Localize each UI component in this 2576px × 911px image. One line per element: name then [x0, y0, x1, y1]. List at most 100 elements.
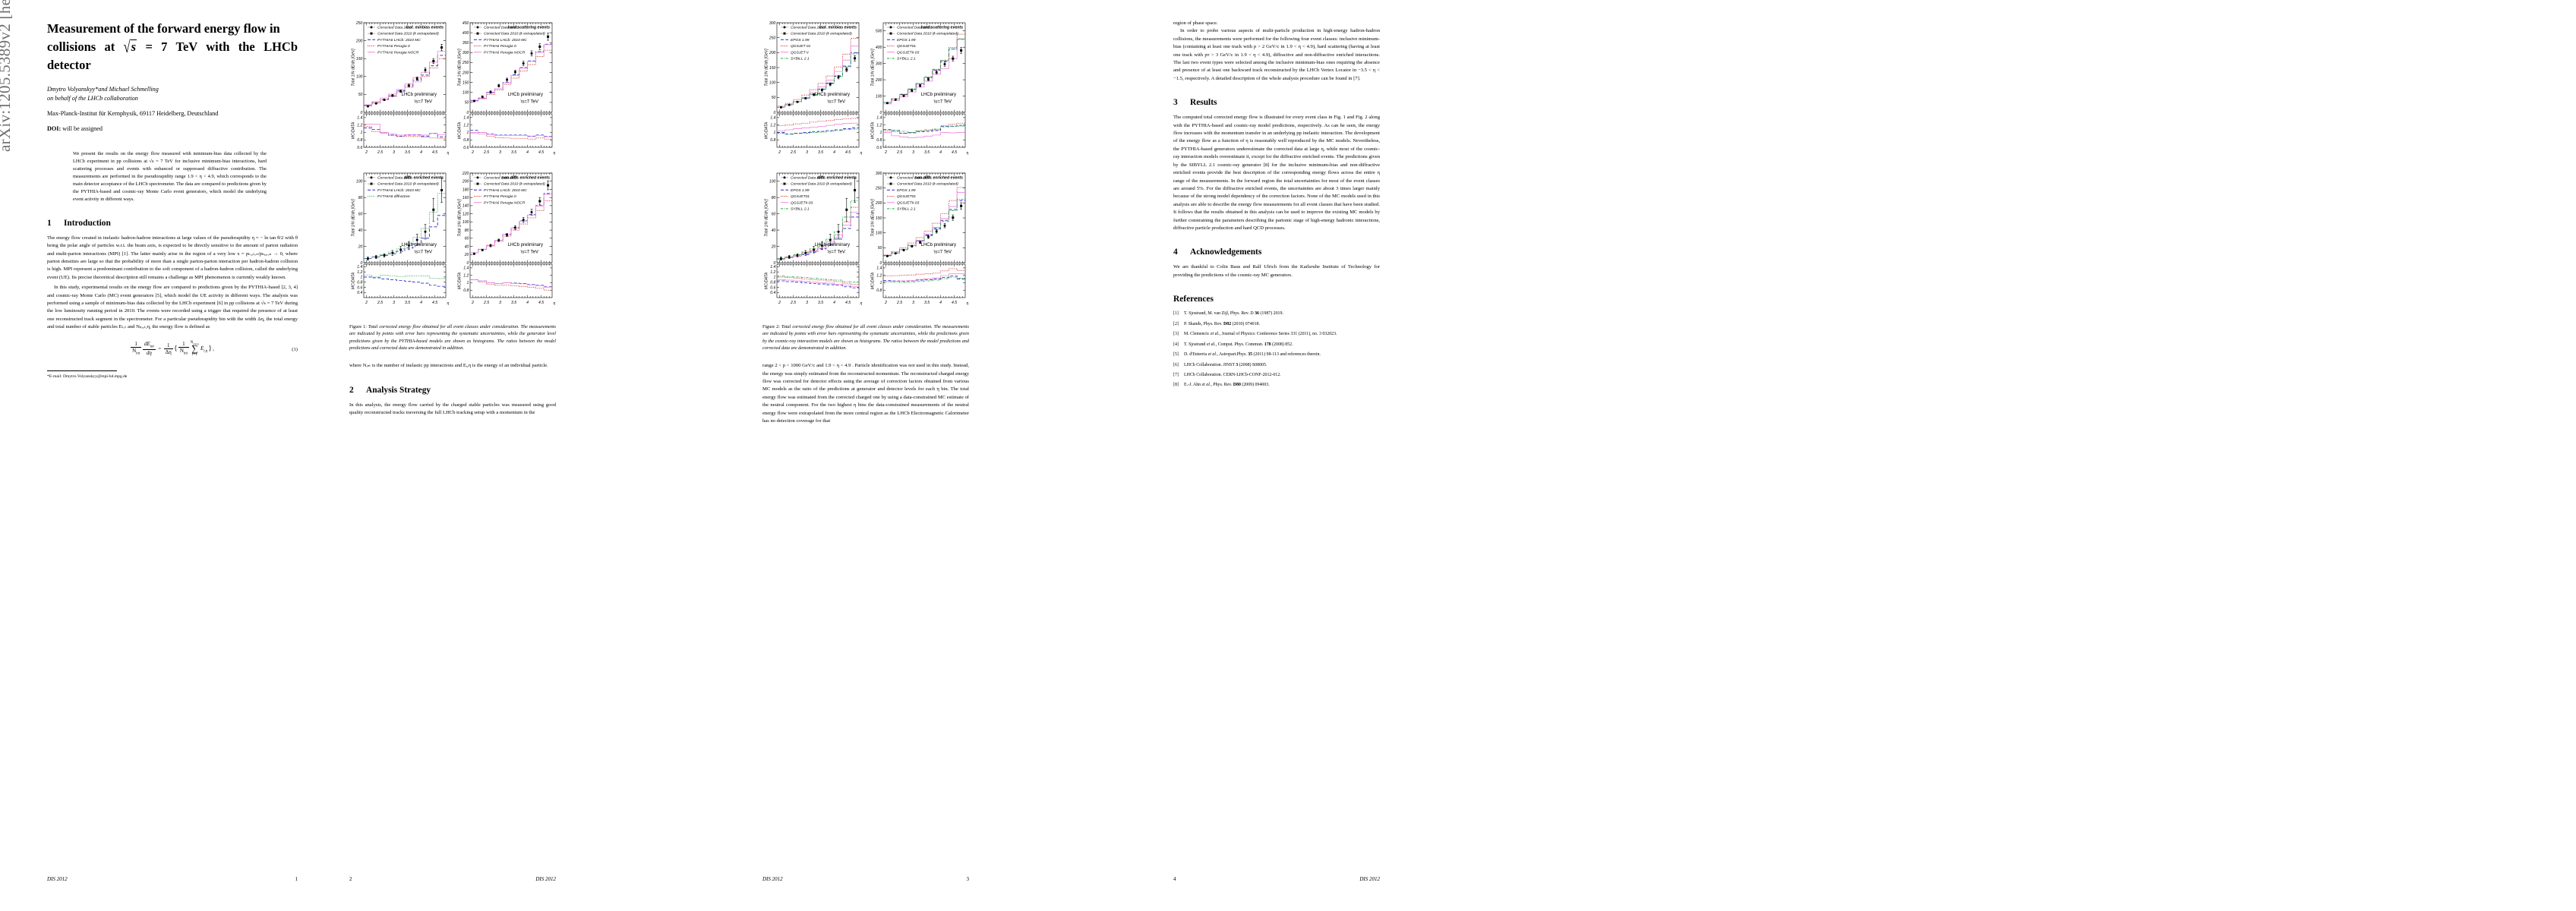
svg-text:1: 1 [774, 131, 776, 135]
svg-text:3.5: 3.5 [818, 301, 823, 305]
section-number: 4 [1173, 247, 1178, 257]
figure-1-caption: Figure 1: Total corrected energy flow ob… [349, 323, 556, 351]
footnote-email: *E-mail: Dmytro.Volyanskyy@mpi-hd.mpg.de [47, 374, 128, 380]
legend-entry: PYTHIA6 LHCb: 2010 MC [484, 188, 527, 193]
ratio-series-pythia6-perugia-nocr [469, 279, 552, 288]
series-qgsjetii-03 [882, 39, 965, 105]
svg-text:4.5: 4.5 [432, 301, 437, 305]
legend-entry: PYTHIA6 Perugia NOCR [377, 50, 419, 55]
svg-text:4.5: 4.5 [952, 301, 957, 305]
svg-text:1.2: 1.2 [357, 270, 362, 275]
legend-entry: EPOS 1.99 [897, 188, 916, 193]
legend-entry: QGSJET 01 [791, 44, 811, 49]
svg-text:80: 80 [464, 229, 469, 233]
data-point [935, 71, 938, 74]
footer-page-number: 3 [966, 876, 970, 882]
plot-fig1-diffr: 0 20 40 60 80 100 Total 1/N dE/dη [GeV] Correct… [352, 172, 450, 306]
svg-text:0.6: 0.6 [770, 285, 775, 290]
svg-text:3.5: 3.5 [818, 150, 823, 155]
svg-text:300: 300 [769, 21, 776, 26]
legend-entry: QGSJET01 [897, 44, 916, 49]
svg-text:100: 100 [875, 94, 882, 99]
reference-item: [1] T. Sjostrand, M. van Zijl, Phys. Rev.… [1173, 310, 1380, 317]
footer-conference: DIS 2012 [762, 876, 783, 882]
data-point [796, 100, 799, 103]
svg-text:0.4: 0.4 [770, 291, 775, 295]
legend-entry: SYBILL 2.1 [897, 207, 916, 212]
reference-key: [5] [1173, 352, 1179, 358]
reference-item: [4] T. Sjostrand et al., Comput. Phys. Co… [1173, 342, 1380, 348]
svg-text:100: 100 [462, 220, 469, 225]
svg-text:300: 300 [875, 61, 882, 66]
lhcb-preliminary-label: LHCb preliminary [507, 93, 542, 97]
plot-fig2-diffr: 0 20 40 60 80 100 Total 1/N dE/dη [GeV] Correct… [765, 172, 863, 306]
svg-text:Total 1/N dE/dη [GeV]: Total 1/N dE/dη [GeV] [352, 49, 356, 87]
svg-text:250: 250 [874, 186, 882, 191]
page-1: Measurement of the forward energy flow i… [47, 20, 298, 893]
data-point [366, 257, 369, 260]
page-4: region of phase space. In order to probe… [1173, 20, 1380, 893]
data-point [804, 251, 807, 254]
series-qgsjet-ii [777, 46, 859, 108]
x-axis-label: η [447, 151, 450, 156]
data-point [804, 97, 807, 100]
data-point [837, 230, 840, 233]
svg-text:3.5: 3.5 [405, 150, 410, 155]
svg-text:2.5: 2.5 [377, 301, 383, 305]
data-point [927, 235, 930, 238]
data-point-extrapolated [959, 204, 962, 207]
svg-text:2: 2 [365, 301, 368, 305]
page2-paragraph-after-eq: where Nᵢₙₜ is the number of inelastic pp… [349, 363, 548, 369]
svg-text:MC/DATA: MC/DATA [870, 272, 875, 289]
ratio-series-qgsjetii-03 [882, 132, 965, 138]
svg-text:50: 50 [877, 246, 882, 251]
ratio-series-qgsjetii-03 [882, 273, 965, 282]
svg-text:250: 250 [461, 61, 469, 65]
ratio-series-pythia6-perugia-0 [364, 126, 446, 139]
ratio-series-pythia6-perugia-0 [469, 133, 552, 140]
lhcb-preliminary-label: LHCb preliminary [815, 243, 850, 247]
data-point [399, 90, 402, 93]
data-point [918, 84, 921, 87]
doi-value: will be assigned [62, 125, 103, 133]
legend-entry: PYTHIA6 LHCb: 2010 MC [377, 188, 421, 193]
reference-text: LHCb Collaboration. CERN-LHCb-CONF-2012-… [1184, 372, 1281, 377]
x-axis-label: η [966, 151, 968, 156]
data-point [391, 251, 394, 254]
figure-panel-fig1-diffr: 0 20 40 60 80 100 Total 1/N dE/dη [GeV] Correct… [349, 170, 450, 316]
legend-entry: Corrected Data 2010 (k extrapolated) [791, 182, 852, 187]
footer-page-number: 4 [1173, 876, 1176, 882]
legend-entry: Corrected Data 2010 (k extrapolated) [484, 32, 545, 36]
svg-text:100: 100 [769, 80, 776, 85]
svg-text:0.8: 0.8 [463, 138, 469, 143]
svg-text:1.4: 1.4 [770, 265, 775, 270]
data-point [910, 244, 913, 247]
title-line-2b: = 7 TeV with the LHCb detector [47, 39, 298, 72]
svg-text:20: 20 [358, 244, 363, 249]
ratio-series-epos-1-99 [777, 128, 859, 134]
data-point [829, 83, 832, 86]
data-point [820, 244, 823, 247]
series-sybill-2-1 [777, 53, 859, 108]
svg-text:100: 100 [769, 180, 776, 184]
data-point [820, 89, 823, 91]
ratio-series-pythia6-lhcb-2010-mc [364, 276, 446, 287]
svg-text:500: 500 [875, 30, 882, 34]
ratio-series-sybill-2-1 [777, 275, 859, 283]
svg-text:60: 60 [358, 212, 363, 216]
author-block: Dmytro Volyanskyy*and Michael Schmelling… [47, 85, 298, 104]
svg-text:200: 200 [769, 51, 776, 55]
svg-text:1.4: 1.4 [770, 116, 775, 121]
svg-text:4.5: 4.5 [538, 150, 544, 155]
svg-text:4: 4 [526, 301, 529, 305]
reference-text: T. Sjostrand, M. van Zijl, Phys. Rev. D … [1184, 311, 1283, 317]
data-point [829, 238, 832, 241]
panel-annotation: incl. minbias events [819, 26, 857, 30]
data-point-extrapolated [432, 208, 435, 211]
figure-1-grid: 0 50 100 150 200 250 Total 1/N dE/dη [GeV] Corr… [349, 20, 556, 316]
svg-text:4.5: 4.5 [432, 150, 437, 155]
energy-label: \s=7 TeV [933, 251, 951, 255]
x-axis-label: η [860, 151, 863, 156]
svg-text:4.5: 4.5 [845, 301, 851, 305]
svg-text:0.6: 0.6 [357, 285, 362, 290]
